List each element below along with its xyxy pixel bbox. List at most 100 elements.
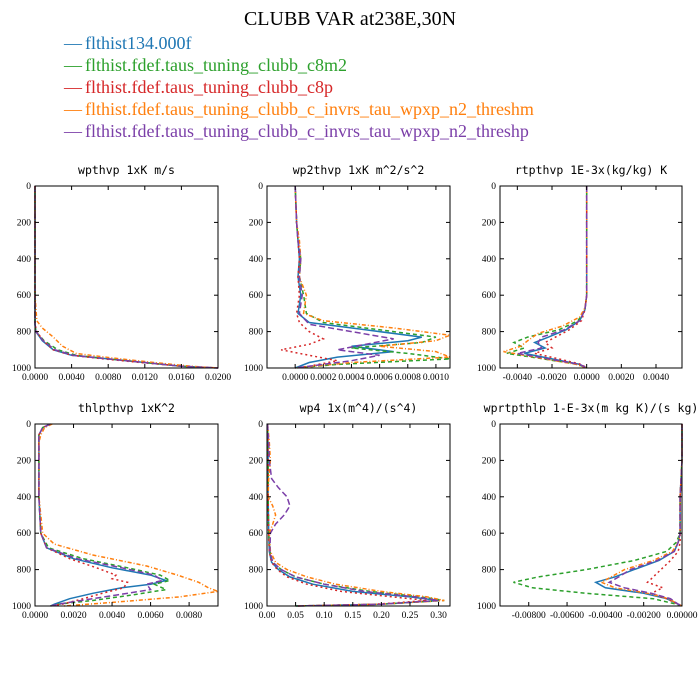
y-tick-label: 400: [482, 255, 497, 265]
x-tick-label: 0.0008: [395, 373, 421, 383]
legend-swatch: —: [64, 33, 82, 53]
legend-swatch: —: [64, 77, 82, 97]
panel-title: wp2thvp 1xK m^2/s^2: [293, 163, 425, 177]
x-tick-label: 0.0004: [338, 373, 364, 383]
x-tick-label: 0.10: [316, 611, 333, 621]
x-tick-label: 0.25: [402, 611, 419, 621]
legend-swatch: —: [64, 121, 82, 141]
legend-label: flthist.fdef.taus_tuning_clubb_c8m2: [85, 55, 347, 75]
x-tick-label: 0.15: [344, 611, 361, 621]
panel-title: thlpthvp 1xK^2: [78, 401, 175, 415]
y-tick-label: 1000: [12, 364, 31, 374]
plot-frame: [34, 423, 219, 607]
series-line: [646, 424, 683, 607]
x-tick-label: 0.0080: [176, 611, 202, 621]
chart-panel: rtpthvp 1E-3x(kg/kg) K02004006008001000-…: [477, 163, 683, 383]
series-line: [38, 423, 129, 607]
x-tick-label: 0.0040: [59, 373, 85, 383]
x-tick-label: -0.00600: [550, 611, 584, 621]
y-tick-label: 200: [17, 456, 32, 466]
y-tick-label: 800: [482, 566, 497, 576]
x-tick-label: 0.20: [373, 611, 390, 621]
legend-item: — flthist.fdef.taus_tuning_clubb_c_invrs_…: [64, 98, 534, 120]
y-tick-label: 200: [482, 456, 497, 466]
panel-title: wp4 1x(m^4)/(s^4): [300, 401, 418, 415]
series-line: [34, 186, 219, 369]
x-tick-label: 0.0000: [574, 373, 600, 383]
panel-title: wprtpthlp 1-E-3x(m kg K)/(s kg): [484, 401, 699, 415]
series-line: [607, 424, 683, 607]
y-tick-label: 600: [249, 529, 264, 539]
x-tick-label: 0.0040: [99, 611, 125, 621]
x-tick-label: 0.0006: [367, 373, 393, 383]
legend-item: — flthist.fdef.taus_tuning_clubb_c_invrs_…: [64, 120, 534, 142]
x-tick-label: 0.0060: [138, 611, 164, 621]
y-tick-label: 600: [17, 291, 32, 301]
x-tick-label: -0.0040: [503, 373, 533, 383]
chart-panel: wp2thvp 1xK m^2/s^2 0 200 400 600 800 1000 0.00…: [244, 163, 451, 383]
series-line: [266, 423, 445, 607]
series-line: [34, 186, 219, 369]
legend-item: — flthist.fdef.taus_tuning_clubb_c8p: [64, 76, 534, 98]
x-tick-label: 0.0020: [60, 611, 86, 621]
x-tick-label: 0.0000: [282, 373, 308, 383]
series-line: [524, 186, 588, 369]
panel-title: wpthvp 1xK m/s: [78, 163, 175, 177]
plot-frame: [266, 185, 451, 369]
series-line: [38, 423, 164, 607]
x-tick-label: 0.0020: [608, 373, 634, 383]
legend: — flthist134.000f — flthist.fdef.taus_tuni…: [64, 32, 534, 142]
series-line: [266, 423, 445, 607]
series-line: [531, 186, 588, 369]
series-line: [38, 423, 172, 607]
y-tick-label: 600: [482, 529, 497, 539]
y-tick-label: 1000: [244, 364, 263, 374]
series-line: [294, 185, 422, 369]
y-tick-label: 800: [17, 328, 32, 338]
y-tick-label: 1000: [477, 364, 496, 374]
y-tick-label: 1000: [477, 602, 496, 612]
x-tick-label: 0.0080: [95, 373, 121, 383]
series-line: [38, 423, 169, 607]
x-tick-label: -0.0020: [537, 373, 567, 383]
y-tick-label: 200: [17, 218, 32, 228]
series-line: [513, 424, 683, 607]
series-line: [34, 186, 219, 369]
x-tick-label: 0.00000: [667, 611, 698, 621]
y-tick-label: 1000: [244, 602, 263, 612]
series-line: [34, 186, 219, 369]
y-tick-label: 400: [249, 255, 264, 265]
y-tick-label: 200: [249, 218, 264, 228]
x-tick-label: 0.0010: [423, 373, 449, 383]
legend-label: flthist.fdef.taus_tuning_clubb_c_invrs_t…: [85, 99, 534, 119]
series-line: [266, 423, 439, 607]
x-tick-label: -0.00800: [512, 611, 546, 621]
y-tick-label: 400: [482, 493, 497, 503]
panel-title: rtpthvp 1E-3x(kg/kg) K: [515, 163, 667, 177]
y-tick-label: 0: [258, 420, 263, 430]
y-tick-label: 800: [249, 328, 264, 338]
y-tick-label: 0: [26, 182, 31, 192]
chart-panel: wprtpthlp 1-E-3x(m kg K)/(s kg) 0 200 400 60…: [477, 401, 698, 621]
x-tick-label: -0.00200: [627, 611, 661, 621]
series-line: [294, 185, 394, 369]
y-tick-label: 400: [17, 255, 32, 265]
y-tick-label: 600: [482, 291, 497, 301]
legend-item: — flthist134.000f: [64, 32, 534, 54]
series-line: [38, 423, 219, 607]
y-tick-label: 600: [17, 529, 32, 539]
series-line: [503, 186, 588, 369]
legend-label: flthist.fdef.taus_tuning_clubb_c_invrs_t…: [85, 121, 529, 141]
series-line: [34, 186, 219, 369]
series-line: [517, 186, 588, 369]
x-tick-label: 0.00: [259, 611, 276, 621]
y-tick-label: 400: [17, 493, 32, 503]
series-line: [266, 423, 428, 607]
y-tick-label: 800: [17, 566, 32, 576]
plot-frame: [266, 423, 451, 607]
x-tick-label: -0.00400: [588, 611, 622, 621]
x-tick-label: 0.0000: [22, 611, 48, 621]
x-tick-label: 0.05: [287, 611, 304, 621]
